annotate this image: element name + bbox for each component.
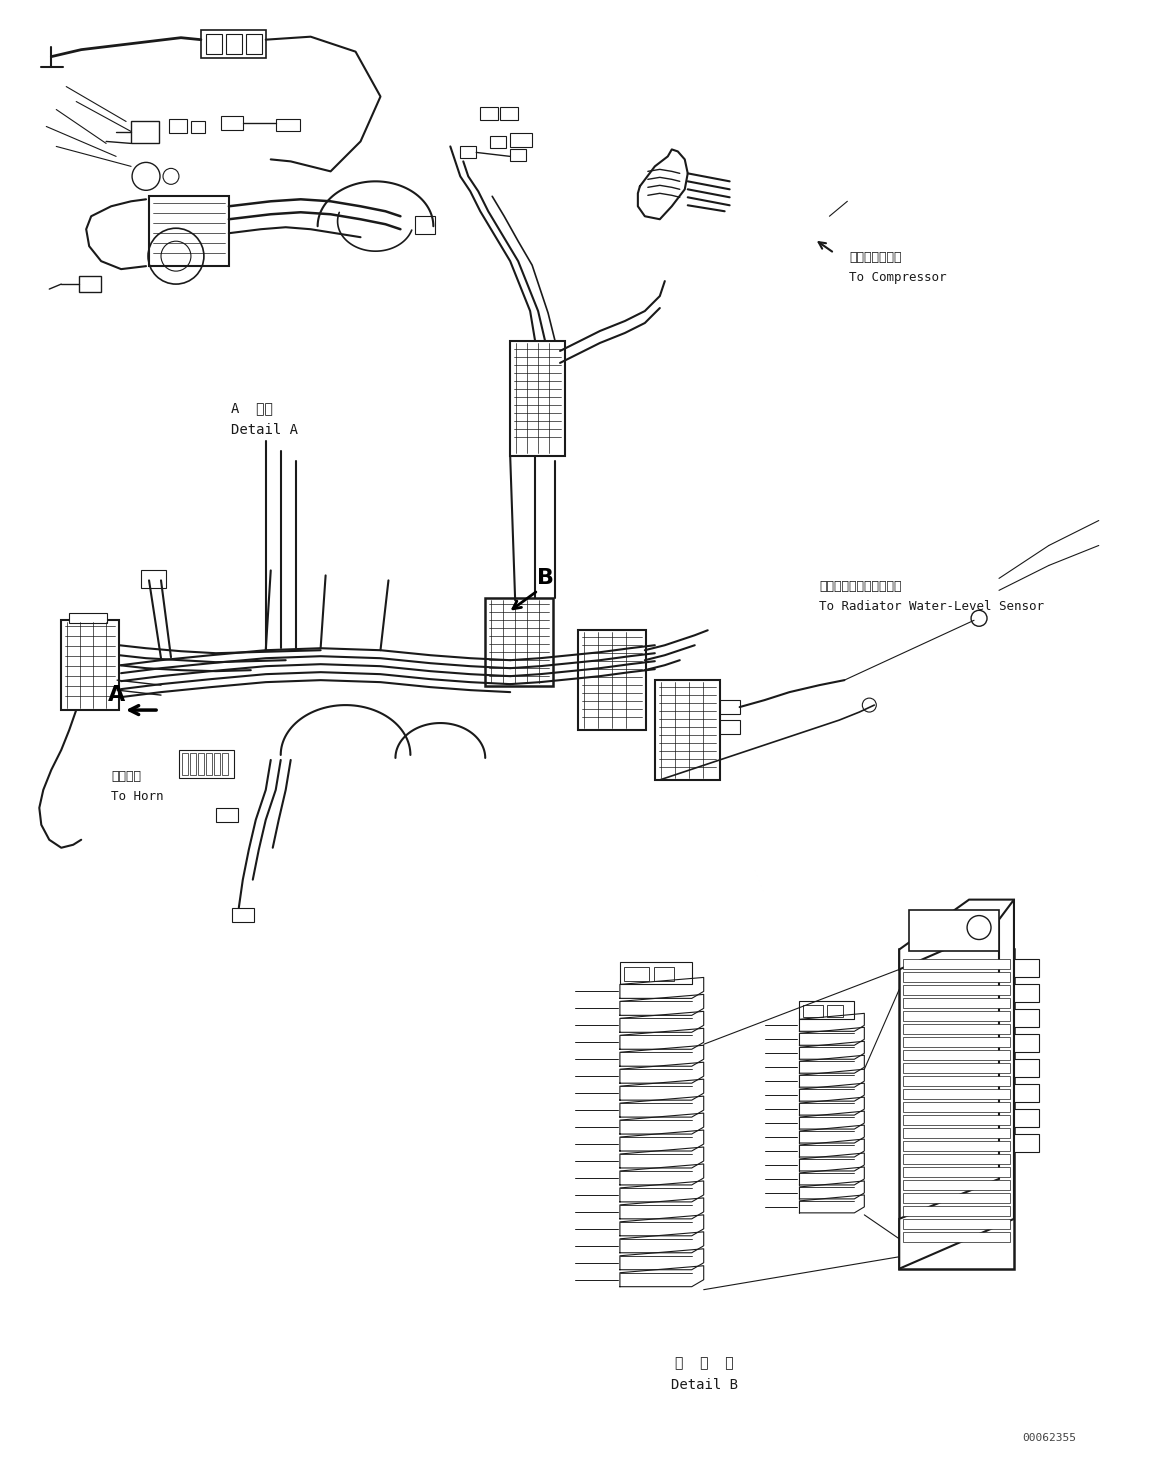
- Bar: [179, 750, 234, 778]
- Bar: [655, 681, 720, 780]
- Bar: [190, 753, 195, 776]
- Bar: [904, 986, 1009, 996]
- Bar: [415, 216, 435, 234]
- Bar: [1014, 1134, 1039, 1151]
- Bar: [149, 197, 229, 266]
- Text: ラジェータ水位センサへ: ラジェータ水位センサへ: [820, 580, 902, 593]
- Bar: [904, 1114, 1009, 1125]
- Bar: [904, 1011, 1009, 1021]
- Polygon shape: [899, 900, 1014, 1268]
- Bar: [201, 30, 266, 58]
- Bar: [904, 1128, 1009, 1138]
- Bar: [491, 136, 506, 148]
- Bar: [904, 1037, 1009, 1048]
- Bar: [216, 808, 237, 821]
- Text: Detail A: Detail A: [230, 423, 298, 437]
- Bar: [1014, 984, 1039, 1002]
- Circle shape: [862, 699, 876, 712]
- Bar: [620, 962, 692, 984]
- Bar: [141, 570, 166, 589]
- Bar: [904, 1063, 1009, 1073]
- Bar: [1014, 1109, 1039, 1128]
- Text: コンプレッサへ: コンプレッサへ: [849, 252, 901, 263]
- Bar: [904, 1089, 1009, 1100]
- Bar: [1014, 1085, 1039, 1103]
- Bar: [1014, 959, 1039, 977]
- Bar: [221, 117, 243, 130]
- Bar: [904, 999, 1009, 1008]
- Bar: [904, 1051, 1009, 1060]
- Bar: [169, 120, 187, 133]
- Bar: [904, 1220, 1009, 1228]
- Bar: [654, 968, 673, 981]
- Text: 日  詳  細: 日 詳 細: [676, 1357, 734, 1370]
- Bar: [623, 968, 649, 981]
- Bar: [899, 950, 1014, 1268]
- Text: 00062355: 00062355: [1022, 1433, 1076, 1443]
- Bar: [804, 1005, 823, 1017]
- Bar: [827, 1005, 843, 1017]
- Text: ホーンへ: ホーンへ: [112, 770, 141, 783]
- Bar: [904, 972, 1009, 983]
- Bar: [461, 147, 477, 158]
- Bar: [500, 107, 519, 120]
- Circle shape: [968, 916, 991, 940]
- Bar: [909, 910, 999, 952]
- Bar: [131, 121, 159, 144]
- Bar: [191, 121, 205, 133]
- Bar: [904, 1231, 1009, 1242]
- Bar: [226, 34, 242, 53]
- Bar: [904, 1180, 1009, 1190]
- Bar: [1014, 1009, 1039, 1027]
- Bar: [79, 277, 101, 292]
- Bar: [70, 613, 107, 623]
- Text: A: A: [107, 685, 124, 704]
- Bar: [480, 107, 498, 120]
- Bar: [904, 1103, 1009, 1111]
- Bar: [720, 721, 740, 734]
- Bar: [904, 1193, 1009, 1203]
- Bar: [904, 959, 1009, 969]
- Bar: [511, 340, 565, 456]
- Bar: [904, 1024, 1009, 1035]
- Bar: [904, 1154, 1009, 1163]
- Bar: [206, 34, 222, 53]
- Bar: [276, 120, 300, 132]
- Bar: [62, 620, 119, 710]
- Bar: [245, 34, 262, 53]
- Bar: [231, 907, 254, 922]
- Text: A  詳細: A 詳細: [230, 401, 272, 414]
- Bar: [578, 630, 645, 730]
- Text: To Horn: To Horn: [112, 790, 164, 802]
- Bar: [1014, 1060, 1039, 1077]
- Bar: [799, 1002, 855, 1020]
- Bar: [181, 753, 188, 776]
- Bar: [904, 1141, 1009, 1151]
- Text: To Compressor: To Compressor: [849, 271, 947, 284]
- Bar: [222, 753, 228, 776]
- Polygon shape: [899, 900, 1014, 969]
- Bar: [511, 149, 526, 161]
- Bar: [904, 1166, 1009, 1177]
- Bar: [1014, 1035, 1039, 1052]
- Bar: [214, 753, 220, 776]
- Bar: [511, 133, 533, 148]
- Bar: [904, 1076, 1009, 1086]
- Bar: [485, 598, 554, 687]
- Bar: [206, 753, 212, 776]
- Text: B: B: [536, 568, 554, 589]
- Text: Detail B: Detail B: [671, 1378, 739, 1393]
- Bar: [720, 700, 740, 713]
- Circle shape: [971, 610, 987, 626]
- Bar: [198, 753, 204, 776]
- Text: To Radiator Water-Level Sensor: To Radiator Water-Level Sensor: [820, 601, 1044, 613]
- Bar: [904, 1206, 1009, 1217]
